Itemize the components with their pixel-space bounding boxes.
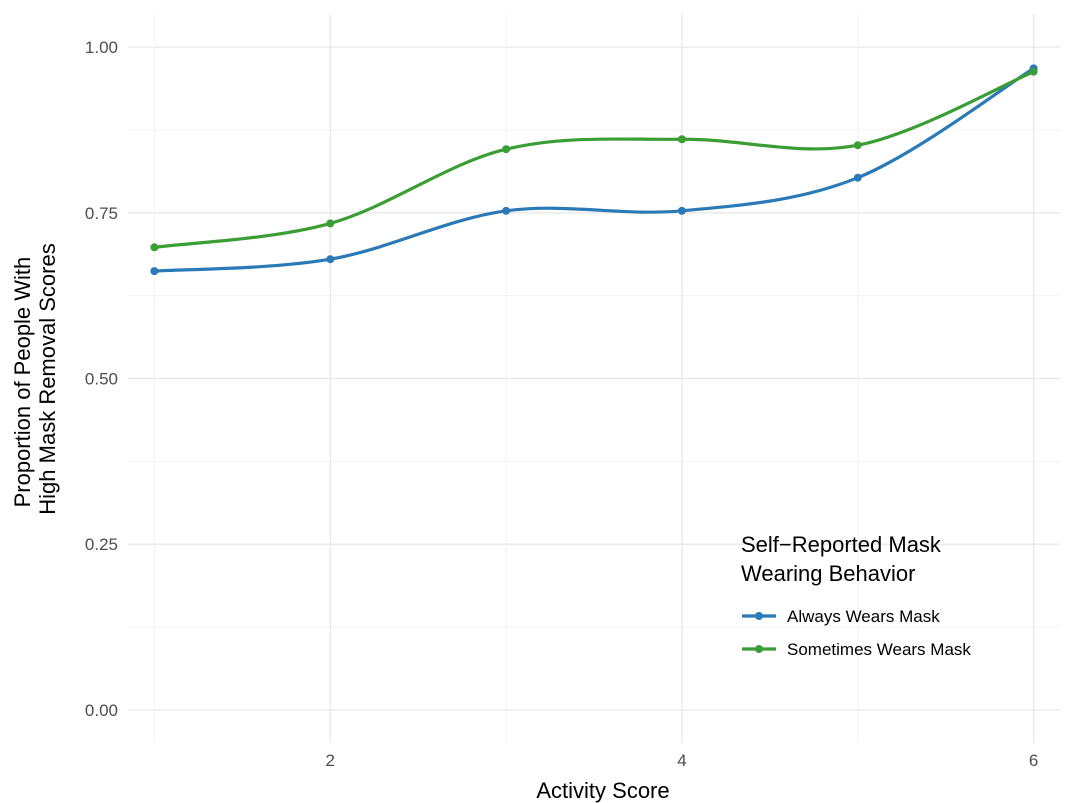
y-axis-title-line-1: Proportion of People With: [10, 257, 35, 508]
legend: Self−Reported Mask Wearing Behavior Alwa…: [741, 532, 971, 659]
x-tick-label: 2: [325, 751, 334, 770]
y-tick-label: 0.00: [85, 701, 118, 720]
data-point-always-wears-mask: [326, 255, 335, 264]
data-point-always-wears-mask: [150, 267, 159, 276]
data-point-sometimes-wears-mask: [853, 141, 862, 150]
grid: [128, 14, 1060, 743]
y-axis-ticks: 0.00 0.25 0.50 0.75 1.00: [85, 38, 118, 720]
y-tick-label: 0.25: [85, 535, 118, 554]
legend-swatch-point-always-wears-mask: [755, 612, 763, 620]
data-point-sometimes-wears-mask: [1029, 67, 1038, 76]
data-point-sometimes-wears-mask: [326, 219, 335, 228]
x-axis-title: Activity Score: [536, 778, 669, 803]
legend-swatch-point-sometimes-wears-mask: [755, 645, 763, 653]
data-point-always-wears-mask: [853, 173, 862, 182]
series-lines: [150, 64, 1038, 276]
series-line-always-wears-mask: [152, 66, 1036, 273]
legend-label-always-wears-mask: Always Wears Mask: [787, 607, 940, 626]
y-axis-title: Proportion of People With High Mask Remo…: [10, 243, 60, 514]
x-tick-label: 6: [1029, 751, 1038, 770]
legend-label-sometimes-wears-mask: Sometimes Wears Mask: [787, 640, 971, 659]
x-axis-ticks: 2 4 6: [325, 751, 1038, 770]
legend-title-line-2: Wearing Behavior: [741, 561, 915, 586]
data-point-sometimes-wears-mask: [677, 135, 686, 144]
series-line-sometimes-wears-mask: [152, 70, 1036, 249]
y-tick-label: 0.50: [85, 370, 118, 389]
legend-title-line-1: Self−Reported Mask: [741, 532, 942, 557]
y-tick-label: 0.75: [85, 204, 118, 223]
x-tick-label: 4: [677, 751, 686, 770]
data-point-always-wears-mask: [502, 206, 511, 215]
data-point-sometimes-wears-mask: [150, 243, 159, 252]
data-point-always-wears-mask: [677, 206, 686, 215]
data-point-sometimes-wears-mask: [502, 145, 511, 154]
y-axis-title-line-2: High Mask Removal Scores: [35, 243, 60, 514]
y-tick-label: 1.00: [85, 38, 118, 57]
